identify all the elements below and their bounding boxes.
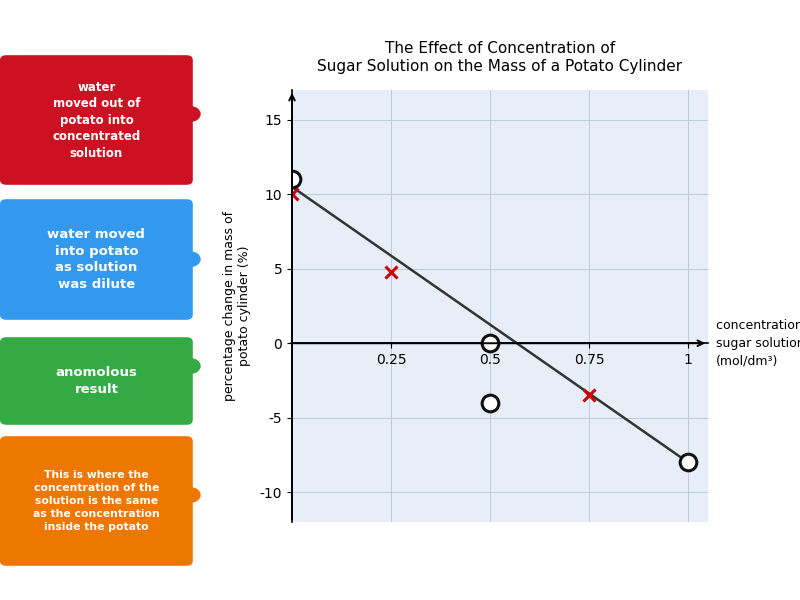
Text: water moved
into potato
as solution
was dilute: water moved into potato as solution was …: [47, 228, 146, 291]
Text: concentration of
sugar solution
(mol/dm³): concentration of sugar solution (mol/dm³…: [716, 319, 800, 368]
Title: The Effect of Concentration of
Sugar Solution on the Mass of a Potato Cylinder: The Effect of Concentration of Sugar Sol…: [318, 41, 682, 74]
Text: This is where the
concentration of the
solution is the same
as the concentration: This is where the concentration of the s…: [33, 470, 160, 532]
Text: anomolous
result: anomolous result: [55, 366, 138, 396]
Text: water
moved out of
potato into
concentrated
solution: water moved out of potato into concentra…: [52, 80, 141, 160]
Y-axis label: percentage change in mass of
potato cylinder (%): percentage change in mass of potato cyli…: [223, 211, 251, 401]
